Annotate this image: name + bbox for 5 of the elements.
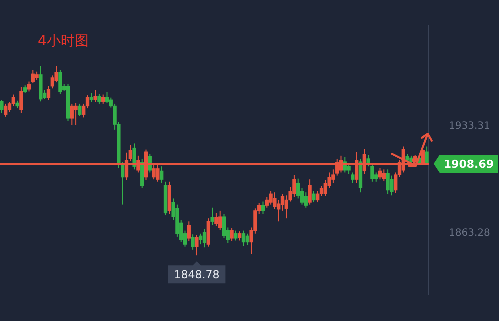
annotation: 1848.78 bbox=[174, 268, 220, 282]
text: 4小时图 bbox=[38, 34, 89, 50]
ref-line-label: 1908.69 bbox=[444, 158, 494, 171]
y-tick-label: 1933.31 bbox=[449, 120, 490, 132]
y-tick-label: 1863.28 bbox=[449, 228, 490, 240]
